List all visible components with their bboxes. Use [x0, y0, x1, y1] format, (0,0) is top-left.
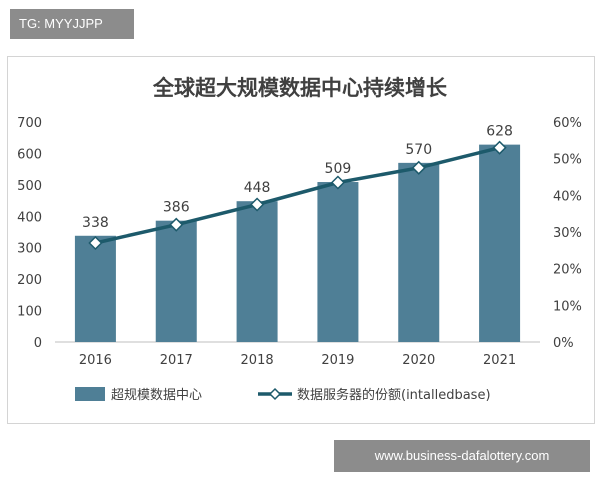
line-group — [88, 140, 507, 251]
line-marker — [330, 175, 345, 190]
y-right-tick-label: 50% — [553, 153, 582, 168]
y-right-tick-label: 60% — [553, 116, 582, 131]
bar-data-label: 338 — [82, 215, 109, 231]
legend-swatch-bar — [75, 387, 105, 401]
y-left-tick-label: 400 — [17, 210, 42, 225]
y-left-tick-label: 700 — [17, 116, 42, 131]
y-right-tick-label: 40% — [553, 189, 582, 204]
x-tick-label: 2021 — [483, 353, 516, 368]
bars-group — [74, 144, 521, 342]
y-right-tick-label: 10% — [553, 299, 582, 314]
line-marker — [411, 160, 426, 175]
y-left-tick-label: 600 — [17, 147, 42, 162]
legend: 超规模数据中心 数据服务器的份额(intalledbase) — [75, 387, 491, 403]
y-left-tick-label: 300 — [17, 242, 42, 257]
y-right-tick-label: 30% — [553, 226, 582, 241]
line-marker — [88, 235, 103, 251]
x-tick-label: 2018 — [241, 353, 274, 368]
series-line — [95, 145, 501, 245]
watermark-badge: TG: MYYJJPP — [10, 9, 134, 39]
x-tick-label: 2016 — [79, 353, 112, 368]
legend-swatch-marker — [268, 387, 282, 401]
legend-label-bar: 超规模数据中心 — [111, 388, 202, 403]
line-marker — [492, 140, 507, 155]
bar — [398, 162, 440, 342]
bar-data-label: 628 — [486, 124, 513, 140]
x-tick-label: 2017 — [160, 353, 193, 368]
bar — [74, 235, 116, 342]
chart-title: 全球超大规模数据中心持续增长 — [152, 76, 448, 100]
bar — [317, 182, 359, 342]
y-right-tick-label: 0% — [553, 336, 574, 351]
x-tick-label: 2019 — [321, 353, 354, 368]
y-left-tick-label: 100 — [17, 305, 42, 320]
y-left-tick-label: 500 — [17, 179, 42, 194]
line-marker — [169, 217, 184, 232]
bar — [155, 220, 197, 342]
bar-data-label: 570 — [405, 142, 432, 158]
x-tick-label: 2020 — [402, 353, 435, 368]
watermark-url: www.business-dafalottery.com — [334, 440, 590, 472]
axes-group: 0 100 200 300 400 500 600 700 0% 10% 20% 30% 40% 50% 6… — [17, 116, 582, 368]
bar-data-label: 448 — [244, 180, 271, 196]
line-marker — [250, 197, 265, 212]
bar — [479, 144, 521, 342]
bar — [236, 201, 278, 342]
data-labels-group: 338 386 448 509 570 628 — [82, 124, 513, 231]
bar-data-label: 509 — [325, 161, 352, 177]
bar-data-label: 386 — [163, 200, 190, 216]
y-left-tick-label: 200 — [17, 273, 42, 288]
y-right-tick-label: 20% — [553, 263, 582, 278]
legend-label-line: 数据服务器的份额(intalledbase) — [297, 387, 491, 403]
y-left-tick-label: 0 — [34, 336, 42, 351]
